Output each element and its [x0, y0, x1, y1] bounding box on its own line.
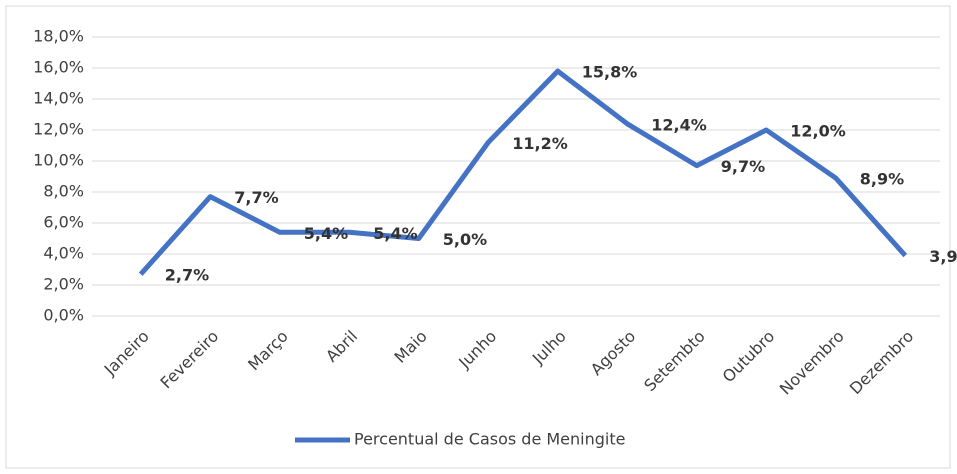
data-label: 2,7% — [165, 266, 209, 285]
y-tick-label: 14,0% — [33, 89, 84, 108]
y-tick-label: 6,0% — [43, 213, 84, 232]
data-label: 7,7% — [234, 188, 278, 207]
y-tick-label: 16,0% — [33, 58, 84, 77]
y-tick-label: 4,0% — [43, 244, 84, 263]
y-tick-label: 18,0% — [33, 27, 84, 46]
data-label: 15,8% — [582, 63, 638, 82]
legend-label: Percentual de Casos de Meningite — [354, 430, 625, 449]
data-label: 5,4% — [304, 224, 348, 243]
y-tick-label: 0,0% — [43, 306, 84, 325]
y-tick-label: 10,0% — [33, 151, 84, 170]
chart-border — [5, 5, 951, 469]
data-label: 12,4% — [651, 115, 707, 134]
data-label: 11,2% — [512, 134, 568, 153]
line — [138, 68, 908, 276]
y-tick-label: 8,0% — [43, 182, 84, 201]
y-tick-label: 2,0% — [43, 275, 84, 294]
data-label: 9,7% — [721, 157, 765, 176]
data-label: 12,0% — [790, 122, 846, 141]
y-tick-label: 12,0% — [33, 120, 84, 139]
data-label: 5,4% — [373, 224, 417, 243]
data-label: 5,0% — [443, 230, 487, 249]
data-label: 8,9% — [860, 170, 904, 189]
data-label: 3,9% — [929, 247, 957, 266]
